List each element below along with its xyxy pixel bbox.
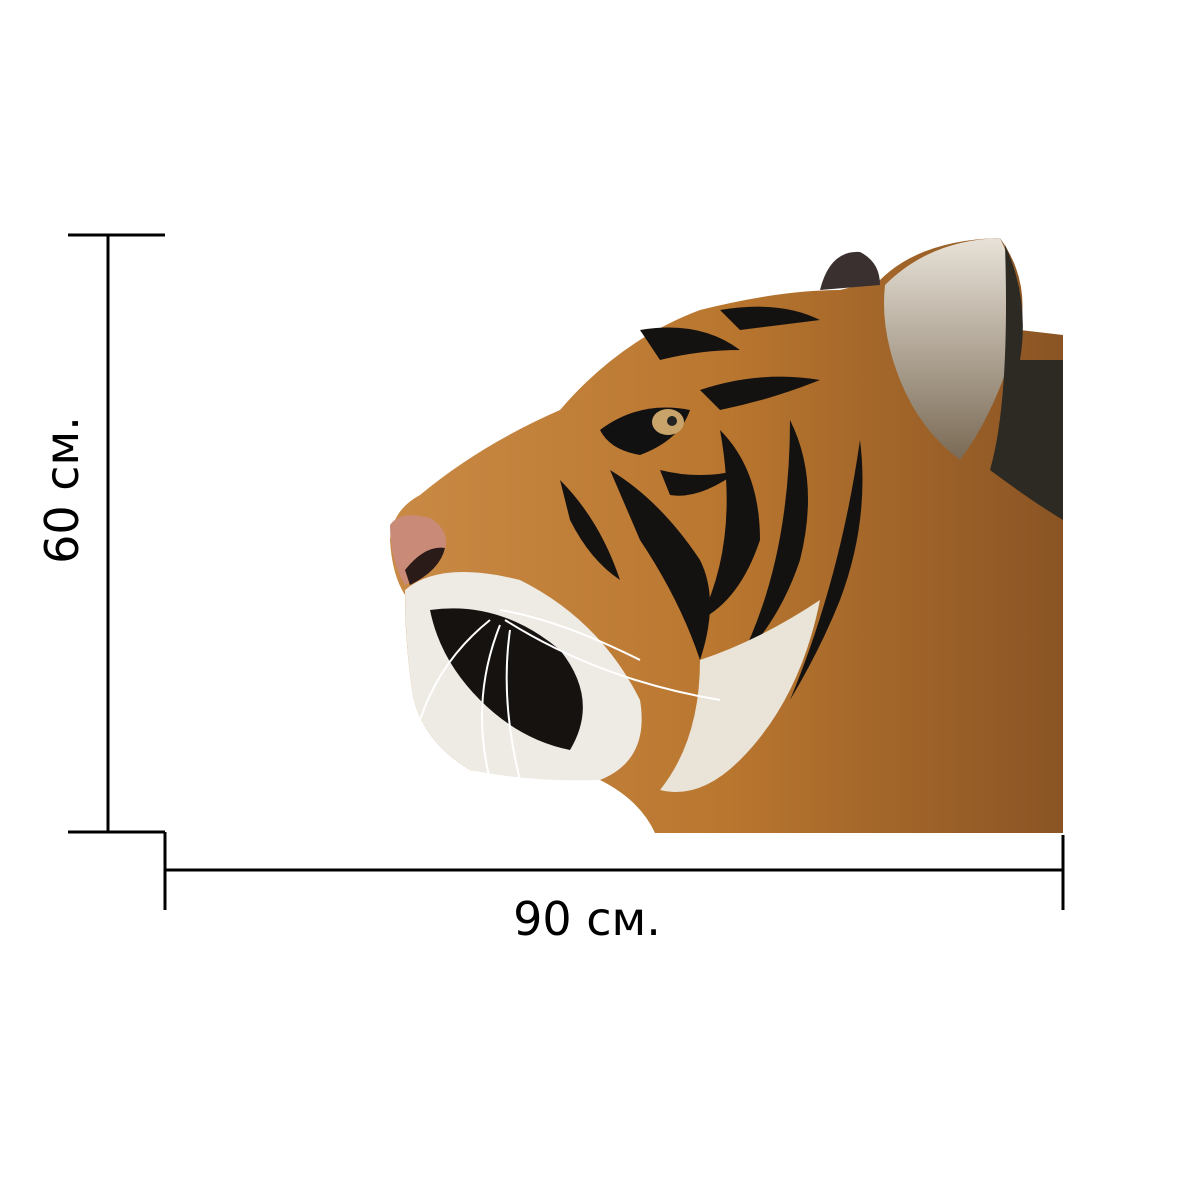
- height-label: 60 см.: [35, 416, 89, 564]
- tiger-picture: [390, 238, 1063, 833]
- width-dimension: 90 см.: [163, 832, 1065, 946]
- height-dimension: 60 см.: [35, 233, 165, 834]
- width-label: 90 см.: [513, 892, 661, 946]
